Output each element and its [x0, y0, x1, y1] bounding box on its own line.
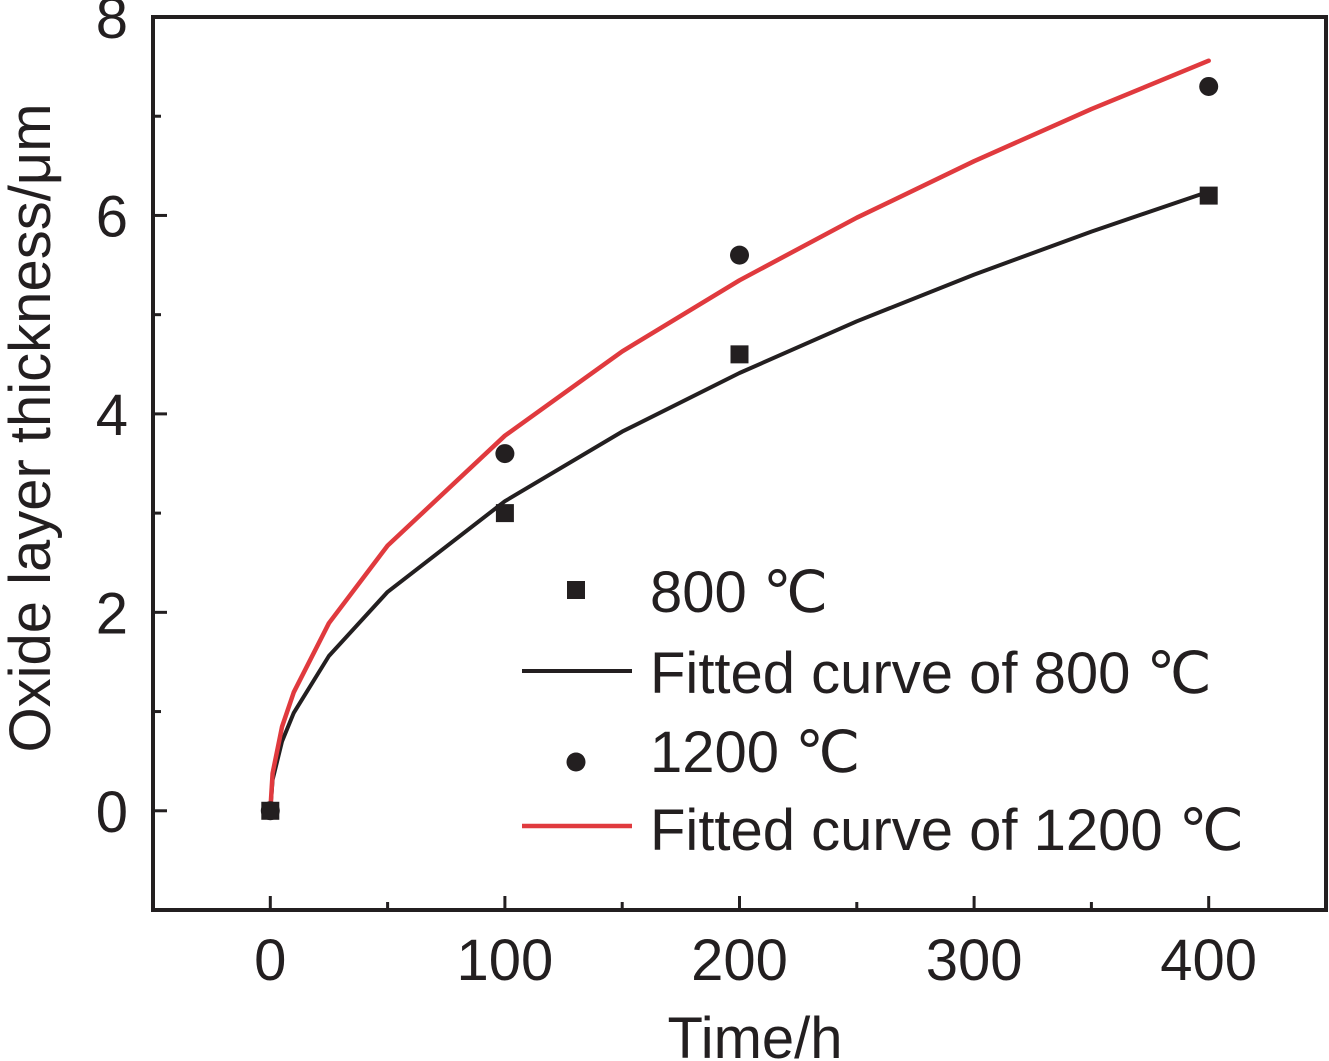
data-points [260, 76, 1219, 821]
x-tick-label: 300 [926, 928, 1023, 993]
y-axis-title: Oxide layer thickness/μm [0, 103, 63, 752]
legend-symbol-1200-circle [566, 752, 586, 772]
point-800 [1199, 186, 1218, 205]
x-tick-label: 200 [691, 928, 788, 993]
point-1200 [730, 245, 749, 265]
y-tick-label: 2 [96, 581, 128, 646]
fit-curves [268, 58, 1211, 814]
y-tick-label: 0 [96, 780, 128, 845]
legend-label-1200: 1200 ℃ [650, 720, 860, 785]
x-tick-labels: 0 100 200 300 400 [254, 928, 1257, 993]
x-tick-label: 0 [254, 928, 286, 993]
y-tick-label: 4 [96, 383, 128, 448]
y-tick-label: 6 [96, 184, 128, 249]
point-800 [495, 504, 514, 523]
x-axis-title: Time/h [667, 1006, 842, 1061]
legend-symbol-800-square [567, 581, 585, 599]
fit-line-800 [268, 189, 1211, 813]
legend-label-800-fit: Fitted curve of 800 ℃ [650, 641, 1212, 706]
point-1200 [1199, 76, 1219, 96]
legend-label-800: 800 ℃ [650, 560, 828, 625]
axis-ticks [153, 15, 1211, 910]
point-1200 [495, 444, 515, 464]
y-tick-label: 8 [96, 0, 128, 51]
legend: 800 ℃ Fitted curve of 800 ℃ 1200 ℃ Fitte… [522, 560, 1244, 863]
point-1200 [260, 801, 280, 821]
point-800 [730, 345, 749, 364]
legend-label-1200-fit: Fitted curve of 1200 ℃ [650, 798, 1244, 863]
y-tick-labels: 0 2 4 6 8 [96, 0, 128, 845]
x-tick-label: 400 [1160, 928, 1257, 993]
fit-line-1200 [268, 58, 1211, 814]
x-tick-label: 100 [457, 928, 554, 993]
